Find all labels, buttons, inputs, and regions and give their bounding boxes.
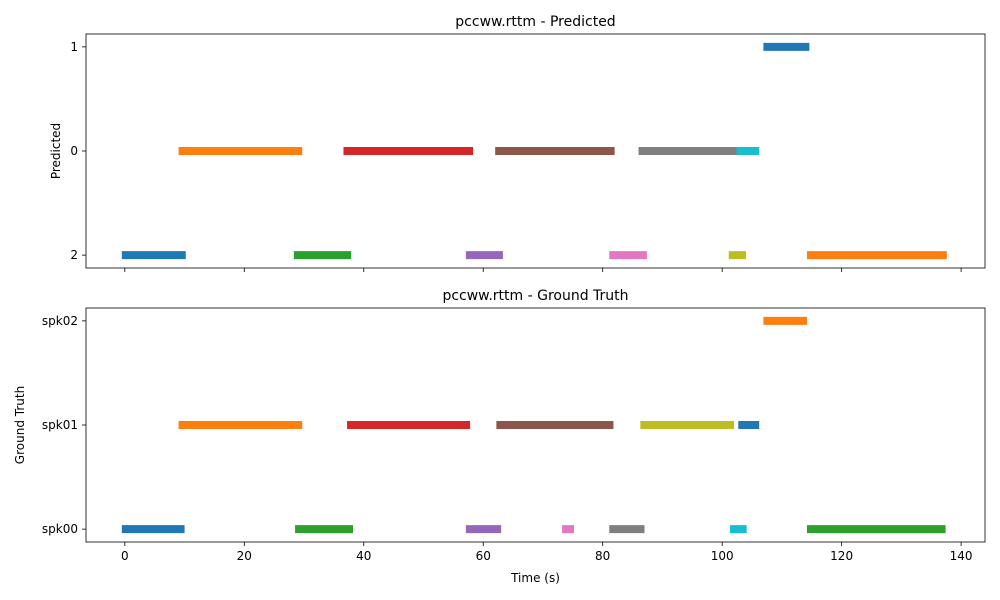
segment-0-9: [736, 147, 760, 155]
segment-1-10: [763, 42, 810, 51]
segment-2-11: [806, 251, 947, 260]
segment-spk00-7: [609, 525, 645, 534]
segment-2-6: [609, 251, 647, 260]
segment-spk00-12: [806, 525, 946, 534]
x-tick-label: 100: [711, 549, 734, 563]
x-tick-label: 0: [121, 549, 129, 563]
panel-1: 2 0 1 pccww.rttm - Predicted Predicted: [49, 14, 986, 272]
segment-spk00-0: [121, 525, 185, 534]
y-tick-label: 0: [70, 144, 78, 158]
segment-0-3: [343, 147, 474, 155]
segment-spk00-2: [295, 525, 354, 534]
chart-title: pccww.rttm - Ground Truth: [442, 288, 628, 304]
y-tick-label: spk00: [42, 522, 78, 536]
segment-2-0: [121, 251, 186, 260]
x-tick-label: 60: [476, 549, 491, 563]
segment-spk01-1: [178, 421, 303, 429]
x-tick-label: 20: [237, 549, 252, 563]
segment-0-1: [178, 147, 303, 155]
x-tick-label: 80: [595, 549, 610, 563]
segment-spk01-3: [347, 421, 471, 429]
y-axis-label: Ground Truth: [13, 386, 27, 464]
x-tick-label: 140: [950, 549, 973, 563]
segment-spk00-4: [465, 525, 502, 534]
segment-0-7: [638, 147, 737, 155]
x-tick-label: 40: [356, 549, 371, 563]
chart-title: pccww.rttm - Predicted: [455, 14, 615, 30]
segment-spk02-11: [763, 316, 807, 325]
segment-2-8: [728, 251, 747, 260]
x-axis-label: Time (s): [510, 571, 560, 585]
y-axis-label: Predicted: [49, 123, 63, 179]
segment-0-5: [495, 147, 615, 155]
segment-spk01-10: [738, 421, 760, 429]
segment-spk01-5: [496, 421, 614, 429]
y-tick-label: spk02: [42, 314, 78, 328]
segment-spk00-9: [729, 525, 747, 534]
x-tick-label: 120: [830, 549, 853, 563]
y-tick-label: 1: [70, 40, 78, 54]
segment-2-4: [465, 251, 503, 260]
y-tick-label: spk01: [42, 418, 78, 432]
segment-spk00-6: [562, 525, 575, 534]
segment-2-2: [293, 251, 352, 260]
segment-spk01-8: [640, 421, 735, 429]
y-tick-label: 2: [70, 248, 78, 262]
panel-2: spk00 spk01 spk02 0 20 40 60 80 100 120 140 pccww.r…: [13, 288, 986, 585]
